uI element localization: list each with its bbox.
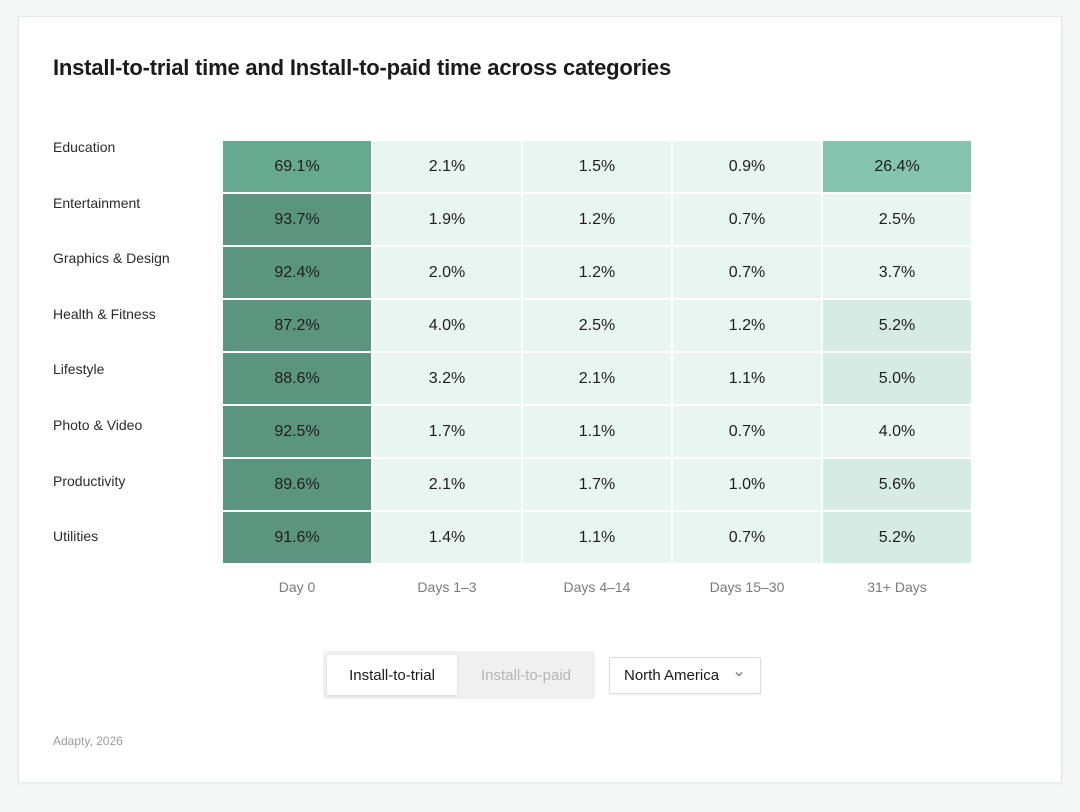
heatmap-cell: 69.1% — [223, 141, 371, 192]
heatmap-cell: 1.2% — [523, 194, 671, 245]
heatmap-cell: 0.7% — [673, 247, 821, 298]
metric-toggle: Install-to-trial Install-to-paid — [323, 651, 595, 699]
heatmap-cell: 4.0% — [823, 406, 971, 457]
heatmap-cell: 0.9% — [673, 141, 821, 192]
heatmap-cell: 0.7% — [673, 406, 821, 457]
heatmap-cell: 1.0% — [673, 459, 821, 510]
heatmap-cell: 2.0% — [373, 247, 521, 298]
heatmap-cell: 0.7% — [673, 512, 821, 563]
row-label: Education — [53, 139, 116, 155]
heatmap-cell: 3.7% — [823, 247, 971, 298]
install-to-trial-button[interactable]: Install-to-trial — [327, 655, 457, 695]
heatmap-cell: 1.1% — [523, 406, 671, 457]
install-to-paid-button[interactable]: Install-to-paid — [480, 666, 572, 684]
heatmap-cell: 89.6% — [223, 459, 371, 510]
row-label: Graphics & Design — [53, 250, 170, 267]
heatmap-cell: 2.1% — [523, 353, 671, 404]
heatmap-cell: 2.1% — [373, 141, 521, 192]
row-label: Utilities — [53, 528, 99, 545]
heatmap-cell: 88.6% — [223, 353, 371, 404]
heatmap-cell: 1.1% — [673, 353, 821, 404]
heatmap-cell: 2.5% — [823, 194, 971, 245]
heatmap-cell: 3.2% — [373, 353, 521, 404]
heatmap-cell: 5.0% — [823, 353, 971, 404]
column-label: Days 15–30 — [709, 579, 785, 595]
heatmap-cell: 2.1% — [373, 459, 521, 510]
heatmap-cell: 1.7% — [373, 406, 521, 457]
row-label: Lifestyle — [53, 361, 105, 378]
heatmap-cell: 93.7% — [223, 194, 371, 245]
heatmap-cell: 2.5% — [523, 300, 671, 351]
heatmap-cell: 92.4% — [223, 247, 371, 298]
column-label: 31+ Days — [867, 579, 927, 595]
row-label: Productivity — [53, 472, 126, 489]
chevron-down-icon — [735, 672, 743, 677]
column-label: Day 0 — [278, 579, 316, 595]
heatmap-cell: 26.4% — [823, 141, 971, 192]
heatmap-cell: 91.6% — [223, 512, 371, 563]
heatmap-cell: 1.2% — [673, 300, 821, 351]
heatmap-cell: 1.2% — [523, 247, 671, 298]
chart-card: Install-to-trial time and Install-to-pai… — [18, 16, 1062, 783]
column-label: Days 1–3 — [417, 579, 477, 595]
row-label: Health & Fitness — [53, 305, 156, 322]
heatmap-cell: 1.4% — [373, 512, 521, 563]
source-footer: Adapty, 2026 — [53, 734, 123, 748]
heatmap-cell: 4.0% — [373, 300, 521, 351]
heatmap-cell: 0.7% — [673, 194, 821, 245]
heatmap-cell: 1.1% — [523, 512, 671, 563]
region-dropdown-value: North America — [624, 667, 720, 684]
row-label: Photo & Video — [53, 417, 143, 433]
heatmap-cell: 87.2% — [223, 300, 371, 351]
column-label: Days 4–14 — [563, 579, 631, 595]
chart-title: Install-to-trial time and Install-to-pai… — [53, 55, 672, 80]
heatmap-cell: 5.6% — [823, 459, 971, 510]
heatmap-cell: 1.9% — [373, 194, 521, 245]
heatmap-cell: 5.2% — [823, 512, 971, 563]
heatmap-cell: 1.7% — [523, 459, 671, 510]
heatmap-cell: 1.5% — [523, 141, 671, 192]
heatmap-cell: 92.5% — [223, 406, 371, 457]
row-label: Entertainment — [53, 194, 141, 211]
heatmap-cell: 5.2% — [823, 300, 971, 351]
region-dropdown[interactable]: North America — [609, 657, 761, 694]
